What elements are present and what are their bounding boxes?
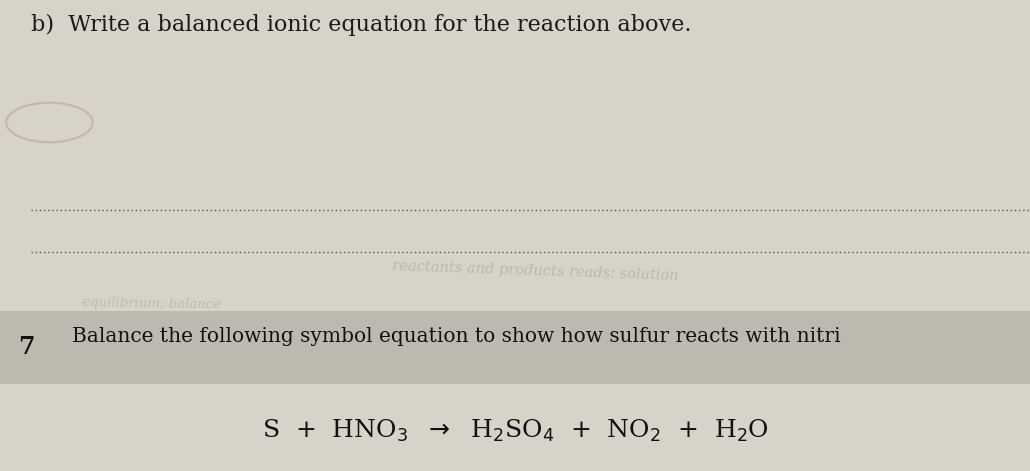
Text: S  +  HNO$_3$  $\rightarrow$  H$_2$SO$_4$  +  NO$_2$  +  H$_2$O: S + HNO$_3$ $\rightarrow$ H$_2$SO$_4$ + … xyxy=(262,418,768,444)
Text: b)  Write a balanced ionic equation for the reaction above.: b) Write a balanced ionic equation for t… xyxy=(31,14,691,36)
Text: reactants and products reads: solution: reactants and products reads: solution xyxy=(392,259,679,283)
Text: Balance the following symbol equation to show how sulfur reacts with nitri: Balance the following symbol equation to… xyxy=(72,327,840,346)
Text: equilibrium: balance: equilibrium: balance xyxy=(82,296,221,311)
FancyBboxPatch shape xyxy=(0,311,1030,384)
Text: 7: 7 xyxy=(19,335,35,359)
